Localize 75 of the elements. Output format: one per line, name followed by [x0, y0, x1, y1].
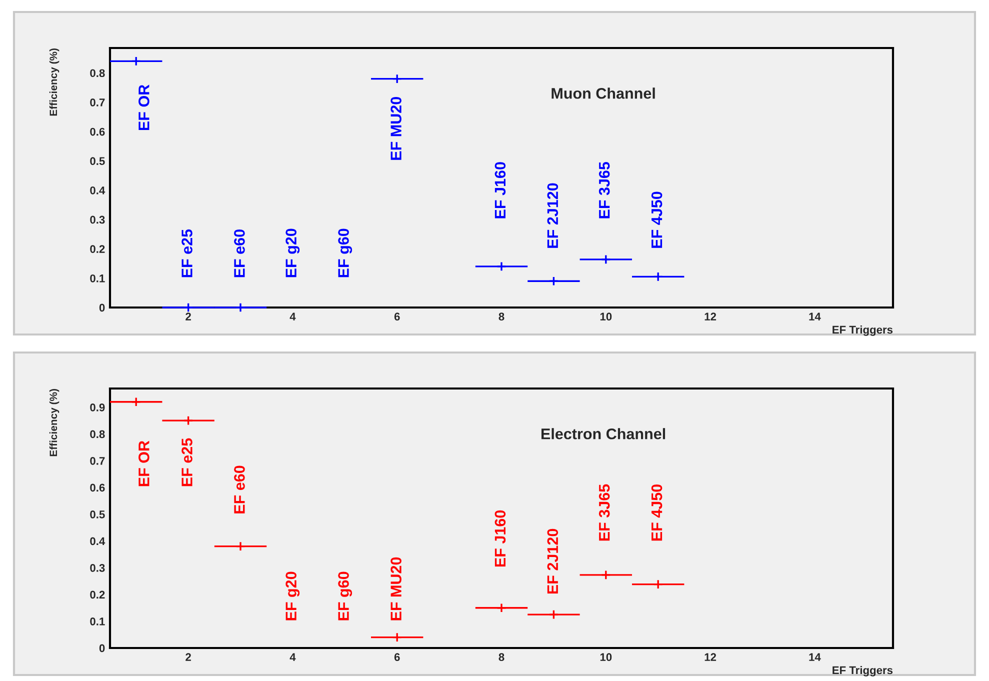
x-tick-label: 10	[600, 312, 612, 321]
point	[600, 254, 611, 264]
annotation: EF 2J120	[547, 183, 558, 248]
annotation: EF e25	[182, 229, 192, 278]
y-tick-label: 0.7	[90, 98, 105, 106]
x-axis-title: EF Triggers	[832, 325, 893, 336]
annotation: EF e60	[234, 230, 245, 278]
point	[548, 610, 559, 620]
x-tick-label: 14	[809, 312, 821, 320]
x-axis-title: EF Triggers	[832, 666, 893, 676]
annotation: EF g60	[338, 572, 352, 620]
x-tick-label: 8	[498, 312, 504, 321]
annotation: EF 4J50	[651, 484, 662, 541]
x-tick-label: 2	[186, 312, 191, 320]
y-axis-title: Efficiency (%)	[49, 389, 60, 456]
point	[183, 416, 194, 426]
y-tick-label: 0.8	[90, 430, 105, 438]
point	[183, 302, 194, 312]
annotation: EF J160	[494, 162, 506, 218]
point	[131, 396, 142, 407]
annotation: EF 3J65	[598, 162, 610, 218]
annotation: EF MU20	[390, 96, 402, 160]
annotation: EF OR	[138, 84, 150, 130]
point	[131, 56, 142, 66]
x-tick-label: 2	[186, 653, 191, 661]
annotation: EF 3J65	[598, 484, 610, 541]
annotation: EF 2J120	[547, 528, 558, 594]
y-tick-label: 0.6	[90, 128, 105, 136]
point	[236, 302, 246, 312]
y-tick-label: 0.7	[90, 457, 105, 465]
y-tick-label: 0.5	[90, 157, 105, 166]
x-tick-label: 8	[498, 653, 504, 662]
x-tick-label: 4	[290, 653, 296, 661]
y-tick-label: 0.5	[90, 510, 105, 518]
point	[496, 261, 506, 272]
y-tick-label: 0.3	[90, 564, 105, 572]
point	[392, 74, 402, 84]
point	[548, 276, 559, 286]
y-tick-label: 0	[99, 304, 105, 312]
text: Muon Channel	[552, 88, 655, 99]
point	[653, 579, 664, 590]
annotation: EF J160	[494, 510, 506, 567]
x-tick-label: 4	[290, 312, 296, 320]
x-tick-label: 12	[704, 653, 716, 661]
annotation: EF OR	[138, 440, 150, 486]
x-tick-label: 10	[600, 653, 612, 662]
x-tick-label: 12	[704, 312, 716, 320]
y-tick-label: 0.3	[90, 216, 105, 224]
y-tick-label: 0.2	[90, 590, 105, 599]
point	[236, 541, 246, 552]
point	[496, 602, 506, 613]
y-tick-label: 0.1	[90, 618, 105, 626]
y-tick-label: 0	[99, 644, 105, 652]
y-tick-label: 0.8	[90, 69, 105, 78]
annotation: EF e25	[182, 438, 192, 486]
text: Electron Channel	[541, 428, 666, 440]
point	[392, 632, 402, 642]
annotation: EF e60	[234, 466, 245, 514]
y-tick-label: 0.6	[90, 484, 105, 492]
y-tick-label: 0.2	[90, 245, 105, 253]
x-tick-label: 6	[394, 653, 400, 662]
annotation: EF g60	[338, 228, 352, 278]
point	[600, 570, 611, 580]
annotation: EF 4J50	[651, 192, 662, 248]
x-tick-label: 6	[394, 312, 400, 321]
y-tick-label: 0.4	[90, 537, 106, 546]
annotation: EF g20	[286, 572, 300, 620]
annotation: EF g20	[286, 228, 300, 278]
y-tick-label: 0.4	[90, 186, 106, 194]
x-tick-label: 14	[809, 653, 821, 661]
y-tick-label: 0.9	[90, 403, 105, 412]
point	[653, 272, 664, 282]
y-axis-title: Efficiency (%)	[49, 48, 60, 116]
y-tick-label: 0.1	[90, 274, 105, 282]
annotation: EF MU20	[390, 557, 402, 620]
